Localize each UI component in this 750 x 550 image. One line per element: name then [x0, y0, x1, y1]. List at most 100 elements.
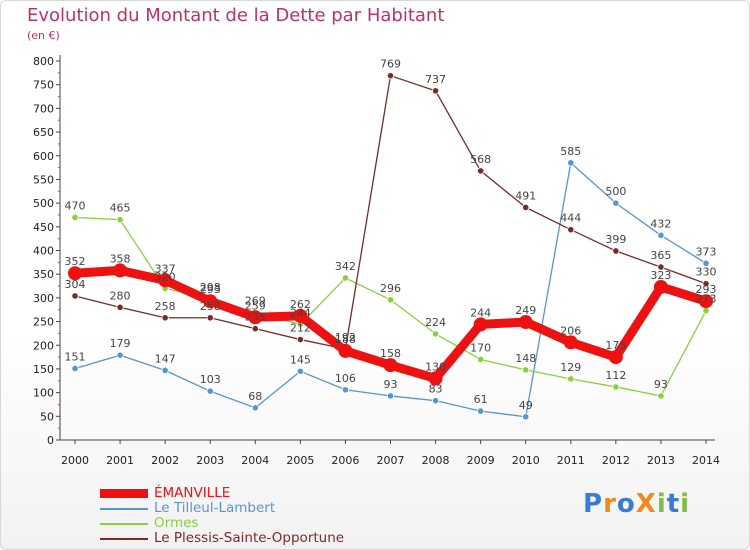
- data-label: 320: [155, 270, 176, 283]
- data-point: [657, 392, 665, 400]
- data-point: [702, 259, 710, 267]
- data-point: [386, 296, 395, 304]
- data-label: 188: [335, 333, 356, 346]
- y-tick-label: 50: [40, 410, 54, 423]
- y-tick-label: 450: [33, 221, 54, 234]
- data-label: 337: [155, 262, 176, 275]
- data-label: 170: [470, 341, 491, 354]
- legend-label: ÉMANVILLE: [154, 485, 231, 501]
- data-point: [567, 375, 575, 383]
- data-label: 235: [245, 311, 266, 324]
- data-label: 568: [470, 153, 491, 166]
- data-point: [431, 330, 440, 338]
- data-point: [563, 335, 578, 350]
- data-label: 737: [425, 73, 446, 86]
- data-label: 175: [605, 339, 626, 352]
- y-tick-label: 150: [33, 363, 54, 376]
- proxiti-logo: ProXiti: [583, 489, 690, 519]
- data-label: 399: [605, 233, 626, 246]
- logo-letter: X: [635, 489, 657, 519]
- x-tick-label: 2009: [467, 454, 495, 467]
- data-point: [657, 231, 665, 239]
- legend-swatch: [100, 489, 148, 498]
- x-tick-label: 2008: [422, 454, 450, 467]
- x-tick-label: 2014: [692, 454, 720, 467]
- data-label: 769: [380, 58, 401, 71]
- data-label: 465: [110, 202, 131, 215]
- data-label: 491: [515, 189, 536, 202]
- data-point: [612, 383, 620, 391]
- data-label: 293: [696, 283, 717, 296]
- y-axis-unit: (en €): [27, 29, 60, 42]
- x-tick-label: 2007: [377, 454, 405, 467]
- data-point: [68, 266, 82, 281]
- data-point: [161, 314, 169, 322]
- data-point: [113, 263, 128, 278]
- data-label: 304: [65, 278, 86, 291]
- data-label: 259: [245, 299, 266, 312]
- data-point: [71, 364, 79, 373]
- data-point: [431, 397, 440, 405]
- data-label: 298: [200, 281, 221, 294]
- data-label: 323: [650, 269, 671, 282]
- legend-label: Le Tilleul-Lambert: [154, 500, 276, 516]
- data-point: [116, 216, 124, 224]
- data-point: [293, 308, 308, 323]
- data-point: [702, 307, 710, 315]
- data-point: [428, 371, 443, 386]
- chart-title: Evolution du Montant de la Dette par Hab…: [27, 5, 445, 26]
- data-label: 280: [110, 289, 131, 302]
- data-label: 330: [696, 266, 717, 279]
- legend-label: Le Plessis-Sainte-Opportune: [154, 530, 345, 546]
- y-tick-label: 200: [33, 339, 54, 352]
- data-point: [206, 387, 214, 395]
- data-point: [518, 315, 533, 330]
- y-tick-label: 350: [33, 268, 54, 281]
- y-tick-label: 800: [33, 55, 54, 68]
- data-point: [296, 367, 304, 375]
- data-point: [386, 392, 395, 400]
- data-label: 192: [335, 331, 356, 344]
- data-point: [653, 279, 668, 294]
- data-point: [699, 294, 713, 309]
- data-label: 158: [380, 347, 401, 360]
- data-point: [431, 87, 440, 95]
- data-point: [522, 413, 530, 421]
- data-label: 145: [290, 353, 311, 366]
- data-point: [522, 366, 530, 374]
- y-tick-label: 600: [33, 150, 54, 163]
- data-point: [116, 351, 124, 359]
- y-tick-label: 300: [33, 292, 54, 305]
- data-point: [161, 366, 169, 374]
- data-point: [608, 350, 623, 365]
- data-label: 365: [650, 249, 671, 262]
- data-label: 249: [515, 304, 536, 317]
- data-point: [612, 199, 620, 207]
- data-point: [341, 386, 350, 394]
- data-point: [473, 317, 488, 332]
- data-label: 148: [515, 352, 536, 365]
- data-label: 244: [470, 306, 491, 319]
- data-point: [251, 404, 259, 412]
- data-label: 273: [696, 293, 717, 306]
- data-label: 106: [335, 372, 356, 385]
- data-point: [206, 314, 214, 322]
- logo-letter: P: [583, 489, 604, 519]
- data-point: [338, 343, 353, 358]
- data-label: 129: [560, 361, 581, 374]
- x-tick-label: 2011: [557, 454, 585, 467]
- x-tick-label: 2006: [331, 454, 359, 467]
- data-label: 258: [200, 300, 221, 313]
- x-tick-label: 2004: [241, 454, 269, 467]
- data-label: 61: [474, 393, 488, 406]
- x-tick-label: 2003: [196, 454, 224, 467]
- data-label: 68: [248, 390, 262, 403]
- x-tick-label: 2001: [106, 454, 134, 467]
- logo-letter: r: [603, 489, 617, 519]
- data-point: [657, 263, 665, 271]
- data-point: [341, 274, 350, 282]
- data-label: 373: [696, 245, 717, 258]
- data-point: [158, 273, 173, 288]
- data-label: 262: [290, 298, 311, 311]
